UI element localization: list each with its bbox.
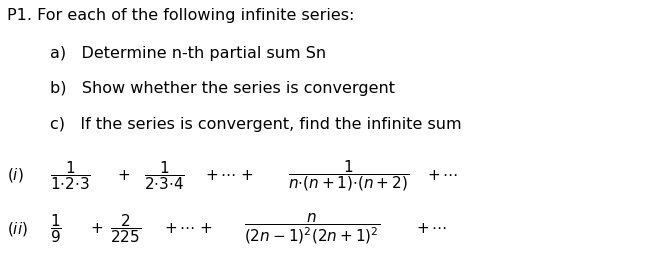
Text: $\dfrac{1}{1{\cdot}2{\cdot}3}$: $\dfrac{1}{1{\cdot}2{\cdot}3}$ (50, 159, 91, 192)
Text: $\dfrac{1}{2{\cdot}3{\cdot}4}$: $\dfrac{1}{2{\cdot}3{\cdot}4}$ (144, 159, 185, 192)
Text: c)   If the series is convergent, find the infinite sum: c) If the series is convergent, find the… (50, 117, 462, 132)
Text: $\mathit{(ii)}$: $\mathit{(ii)}$ (7, 220, 27, 237)
Text: $+\,\cdots$: $+\,\cdots$ (416, 221, 447, 236)
Text: $+$: $+$ (117, 168, 130, 183)
Text: $+$: $+$ (90, 221, 104, 236)
Text: $\dfrac{n}{(2n-1)^{2}(2n+1)^{2}}$: $\dfrac{n}{(2n-1)^{2}(2n+1)^{2}}$ (244, 211, 381, 246)
Text: $\dfrac{1}{n{\cdot}(n+1){\cdot}(n+2)}$: $\dfrac{1}{n{\cdot}(n+1){\cdot}(n+2)}$ (288, 158, 409, 193)
Text: $+\,\cdots$: $+\,\cdots$ (427, 168, 458, 183)
Text: a)   Determine n-th partial sum Sn: a) Determine n-th partial sum Sn (50, 46, 326, 61)
Text: $\dfrac{2}{225}$: $\dfrac{2}{225}$ (110, 212, 141, 245)
Text: $+\,\cdots\,+$: $+\,\cdots\,+$ (205, 168, 254, 183)
Text: P1. For each of the following infinite series:: P1. For each of the following infinite s… (7, 8, 354, 23)
Text: $\mathit{(i)}$: $\mathit{(i)}$ (7, 166, 23, 184)
Text: b)   Show whether the series is convergent: b) Show whether the series is convergent (50, 81, 395, 96)
Text: $+\,\cdots\,+$: $+\,\cdots\,+$ (164, 221, 213, 236)
Text: $\dfrac{1}{9}$: $\dfrac{1}{9}$ (50, 212, 62, 245)
